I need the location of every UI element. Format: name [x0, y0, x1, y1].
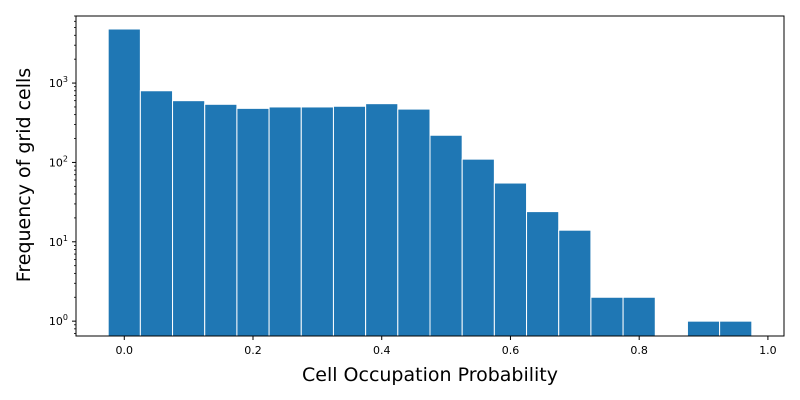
histogram-bar — [172, 100, 206, 337]
histogram-bar — [107, 28, 141, 337]
histogram-bar — [332, 105, 367, 337]
histogram-bar — [268, 106, 302, 337]
x-axis-label: Cell Occupation Probability — [302, 364, 558, 386]
histogram-bar — [365, 103, 399, 337]
histogram-bar — [622, 296, 656, 337]
y-tick-label: 102 — [49, 154, 68, 169]
x-tick-label: 0.6 — [502, 344, 520, 357]
x-tick-label: 0.0 — [116, 344, 134, 357]
histogram-bar — [590, 296, 624, 337]
histogram-bar — [139, 90, 174, 337]
x-tick-label: 1.0 — [759, 344, 777, 357]
histogram-bar — [558, 229, 592, 337]
histogram-bar — [236, 107, 270, 337]
x-tick-label: 0.4 — [373, 344, 391, 357]
plot-frame — [75, 15, 785, 337]
histogram-bar — [686, 320, 721, 337]
histogram-bar — [300, 106, 334, 337]
histogram-bar — [461, 158, 495, 337]
histogram-bar — [204, 103, 238, 337]
histogram-bar — [429, 134, 463, 337]
histogram-bar — [397, 108, 431, 337]
y-axis-ticks: 100 101 102 103 — [49, 15, 76, 334]
x-tick-label: 0.2 — [244, 344, 262, 357]
bars-group — [107, 28, 753, 337]
x-tick-label: 0.8 — [630, 344, 648, 357]
histogram-bar — [526, 211, 560, 337]
y-tick-label: 100 — [49, 313, 68, 328]
histogram-bar — [719, 320, 753, 337]
x-axis-ticks: 0.0 0.2 0.4 0.6 0.8 1.0 — [116, 336, 777, 357]
y-tick-label: 101 — [49, 234, 68, 249]
histogram-bar — [493, 182, 528, 337]
y-tick-label: 103 — [49, 75, 68, 90]
y-axis-label: Frequency of grid cells — [13, 68, 35, 282]
